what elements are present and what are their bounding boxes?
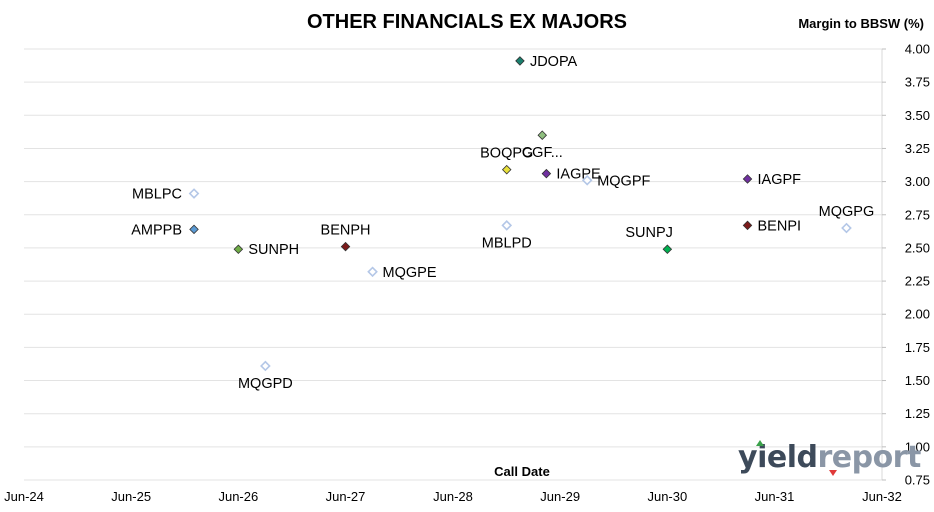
x-axis-title: Call Date (494, 464, 550, 479)
point-sunpj (662, 244, 673, 255)
point-label: MQGPG (819, 204, 875, 220)
yieldreport-logo: yieldreport (738, 440, 921, 476)
point-mqgpf (581, 174, 593, 186)
point-label: MQGPF (597, 173, 650, 189)
point-label: MQGPE (383, 265, 437, 281)
point-label: AMPPB (131, 222, 182, 238)
chart-title: OTHER FINANCIALS EX MAJORS (307, 11, 627, 33)
x-tick-label: Jun-25 (111, 489, 151, 504)
y-axis-title: Margin to BBSW (%) (798, 16, 924, 31)
logo-text-ield: ield (757, 440, 817, 475)
point-cgf (537, 130, 548, 140)
point-jdopa (515, 56, 525, 66)
point-label: BENPH (321, 223, 371, 239)
x-tick-label: Jun-30 (647, 489, 687, 504)
y-tick-label: 1.25 (905, 406, 930, 421)
point-label: MBLPC (132, 187, 182, 203)
y-tick-label: 1.75 (905, 340, 930, 355)
y-tick-label: 2.25 (905, 274, 930, 289)
logo-text-report: report (817, 440, 921, 475)
point-mqgpg (841, 222, 852, 234)
point-sunph (233, 244, 244, 255)
logo-up-arrow-icon (756, 440, 764, 446)
point-mqgpe (367, 266, 378, 278)
point-mblpc (188, 188, 200, 199)
point-label: SUNPJ (625, 225, 673, 241)
y-tick-label: 2.00 (905, 307, 930, 322)
x-tick-label: Jun-27 (326, 489, 366, 504)
point-amppb (189, 224, 199, 235)
x-tick-label: Jun-26 (218, 489, 258, 504)
x-tick-label: Jun-24 (4, 489, 44, 504)
y-tick-label: 2.75 (905, 207, 930, 222)
point-mqgpd (260, 360, 271, 372)
y-axis-ticks: 0.75 1.00 1.25 1.50 1.75 2.00 2.25 2.50 2.75 3.00… (882, 42, 930, 488)
y-tick-label: 0.75 (905, 473, 930, 488)
point-mblpd (501, 220, 513, 231)
y-tick-label: 2.50 (905, 240, 930, 255)
logo-text: yieldreport (738, 440, 921, 475)
x-tick-label: Jun-28 (433, 489, 473, 504)
y-tick-label: 4.00 (905, 42, 930, 57)
y-tick-label: 3.25 (905, 141, 930, 156)
point-benph (340, 241, 351, 252)
point-label: SUNPH (248, 242, 299, 258)
point-label: JDOPA (530, 54, 578, 70)
x-tick-label: Jun-29 (540, 489, 580, 504)
y-tick-label: 1.50 (905, 373, 930, 388)
point-label: BENPI (758, 218, 802, 234)
x-tick-label: Jun-32 (862, 489, 902, 504)
point-iagpe (541, 168, 552, 179)
point-boqpg (501, 164, 512, 175)
point-benpi (742, 220, 753, 231)
data-points (188, 56, 852, 372)
x-tick-label: Jun-31 (755, 489, 795, 504)
y-tick-label: 3.00 (905, 174, 930, 189)
logo-text-y: y (738, 440, 758, 475)
gridlines (24, 48, 882, 481)
point-label: IAGPF (758, 172, 802, 188)
y-tick-label: 1.00 (905, 439, 930, 454)
point-label: BOQPG (480, 146, 533, 162)
logo-down-arrow-icon (829, 470, 837, 476)
point-label: CGF... (522, 145, 563, 161)
y-tick-label: 3.75 (905, 75, 930, 90)
x-axis-ticks: Jun-24 Jun-25 Jun-26 Jun-27 Jun-28 Jun-29 Jun-… (4, 489, 902, 504)
y-tick-label: 3.50 (905, 108, 930, 123)
point-label: MBLPD (482, 235, 532, 251)
point-label: MQGPD (238, 376, 293, 392)
point-label: IAGPE (556, 167, 601, 183)
point-iagpf (742, 174, 753, 184)
